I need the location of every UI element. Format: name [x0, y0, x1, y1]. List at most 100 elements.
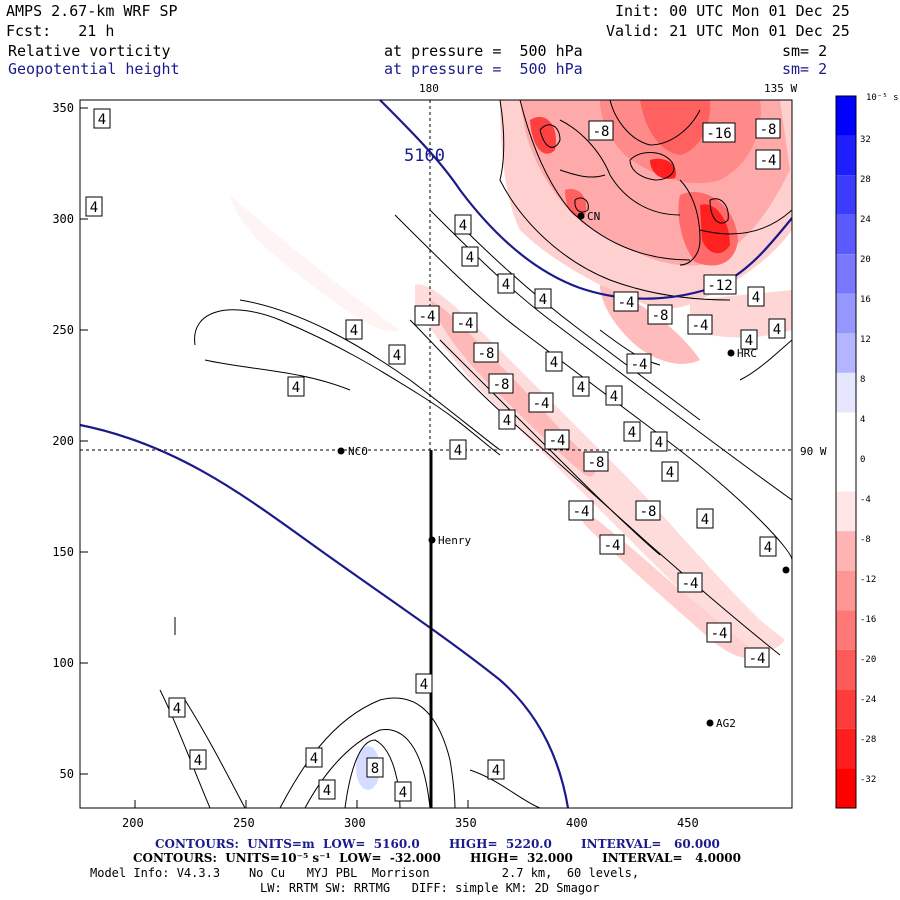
y-tick-label: 200	[52, 434, 74, 448]
footer-model-info: Model Info: V4.3.3 No Cu MYJ PBL Morriso…	[90, 866, 640, 880]
contour-label: -4	[755, 149, 781, 170]
svg-text:-8: -8	[493, 377, 510, 393]
y-axis-labels: 350 300 250 200 150 100 50	[52, 101, 74, 781]
contour-label: 4	[534, 288, 552, 309]
contour-label: 4	[545, 351, 563, 372]
colorbar-tick: -28	[860, 735, 876, 745]
svg-text:-12: -12	[707, 278, 732, 294]
footer-physics-info: LW: RRTM SW: RRTMG DIFF: simple KM: 2D S…	[260, 881, 600, 895]
station-marker	[706, 719, 714, 727]
station-marker	[337, 447, 345, 455]
svg-text:4: 4	[420, 677, 428, 693]
contour-label: 4	[394, 781, 412, 802]
svg-text:-4: -4	[711, 626, 728, 642]
colorbar-swatch	[836, 214, 856, 255]
svg-text:-4: -4	[692, 318, 709, 334]
svg-text:-4: -4	[573, 504, 590, 520]
svg-text:4: 4	[323, 783, 331, 799]
x-axis-labels: 200 250 300 350 400 450	[122, 816, 699, 830]
geopotential-contours	[80, 100, 792, 808]
svg-text:4: 4	[577, 380, 585, 396]
svg-text:4: 4	[773, 322, 781, 338]
colorbar	[835, 95, 857, 809]
x-tick-label: 200	[122, 816, 144, 830]
colorbar-tick: -32	[860, 775, 876, 785]
contour-label: 8	[366, 757, 384, 778]
x-tick-label: 400	[566, 816, 588, 830]
colorbar-tick: 24	[860, 215, 871, 225]
contour-label: -4	[626, 353, 652, 374]
colorbar-swatch	[836, 293, 856, 334]
svg-text:4: 4	[90, 200, 98, 216]
colorbar-swatch	[836, 452, 856, 492]
contour-label: -4	[528, 392, 554, 413]
contour-label: 4	[740, 329, 758, 350]
svg-text:-4: -4	[618, 295, 635, 311]
y-tick-label: 300	[52, 212, 74, 226]
svg-text:-4: -4	[533, 396, 550, 412]
svg-text:-4: -4	[760, 153, 777, 169]
svg-text:4: 4	[502, 277, 510, 293]
colorbar-tick: -4	[860, 495, 871, 505]
colorbar-swatch	[836, 333, 856, 373]
valid-time: Valid: 21 UTC Mon 01 Dec 25	[606, 22, 850, 40]
station-marker	[577, 212, 585, 220]
axis-ticks	[80, 107, 469, 808]
smoothing-1: sm= 2	[782, 42, 828, 60]
colorbar-swatch	[836, 175, 856, 215]
colorbar-tick: -20	[860, 655, 876, 665]
svg-text:-4: -4	[682, 576, 699, 592]
colorbar-swatch	[836, 372, 856, 413]
x-tick-label: 350	[455, 816, 477, 830]
forecast-hour: Fcst: 21 h	[6, 22, 115, 40]
contour-label: -4	[744, 647, 770, 668]
contour-label: -4	[613, 291, 639, 312]
y-tick-label: 350	[52, 101, 74, 115]
colorbar-frame	[835, 95, 857, 809]
lon-180-label: 180	[419, 82, 439, 95]
contour-label: 4	[768, 318, 786, 339]
colorbar-tick: 12	[860, 335, 871, 345]
colorbar-swatch	[836, 96, 856, 136]
contour-label: 4	[572, 376, 590, 397]
colorbar-tick: 28	[860, 175, 871, 185]
station-label: NCO	[348, 445, 368, 458]
svg-text:-4: -4	[631, 357, 648, 373]
model-title: AMPS 2.67-km WRF SP	[6, 2, 178, 20]
svg-text:4: 4	[173, 701, 181, 717]
colorbar-swatch	[836, 531, 856, 571]
svg-text:4: 4	[752, 290, 760, 306]
contour-label: 4	[168, 697, 186, 718]
svg-text:-8: -8	[652, 308, 669, 324]
svg-text:4: 4	[310, 751, 318, 767]
svg-text:4: 4	[399, 785, 407, 801]
station-label: CN	[587, 210, 600, 223]
contour-label: 4	[696, 508, 714, 529]
contour-label: 4	[449, 439, 467, 460]
svg-text:8: 8	[371, 761, 379, 777]
contour-label: 4	[189, 749, 207, 770]
contour-label: -4	[568, 500, 594, 521]
colorbar-swatch	[836, 570, 856, 611]
svg-text:4: 4	[98, 112, 106, 128]
contour-label: 4	[623, 421, 641, 442]
svg-text:-8: -8	[760, 122, 777, 138]
contour-label: 4	[345, 319, 363, 340]
pressure-level-2: at pressure = 500 hPa	[384, 60, 583, 78]
station-label: HRC	[737, 347, 757, 360]
colorbar-tick: 4	[860, 415, 865, 425]
svg-text:4: 4	[466, 250, 474, 266]
contour-label: 4	[415, 673, 433, 694]
colorbar-swatch	[836, 689, 856, 729]
svg-text:-8: -8	[478, 346, 495, 362]
field-geopotential: Geopotential height	[8, 60, 180, 78]
x-tick-label: 300	[344, 816, 366, 830]
colorbar-swatch	[836, 649, 856, 690]
vorticity-field	[230, 100, 792, 790]
colorbar-tick: -12	[860, 575, 876, 585]
lon-135w-label: 135 W	[764, 82, 797, 95]
colorbar-tick: -16	[860, 615, 876, 625]
station-label: Henry	[438, 534, 471, 547]
contour-label: 4	[487, 759, 505, 780]
